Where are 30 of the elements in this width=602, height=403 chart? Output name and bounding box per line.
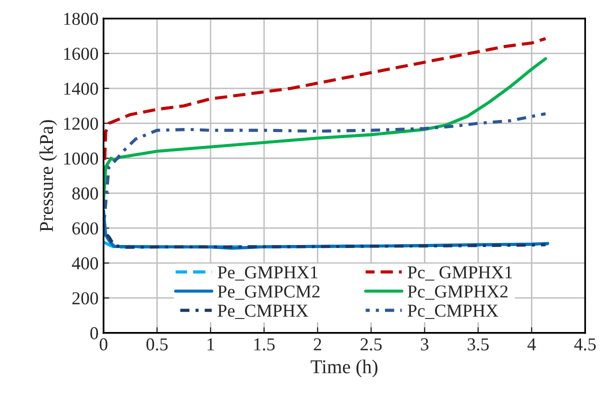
x-tick-label: 1 xyxy=(208,338,214,350)
x-tick-label: 1.5 xyxy=(254,338,275,351)
x-tick-label: 2.5 xyxy=(360,338,382,351)
x-tick-label: 4 xyxy=(527,338,536,350)
y-axis-title: Pressure (kPa) xyxy=(39,120,58,232)
legend-label: Pe_GMPHX1 xyxy=(218,266,318,281)
y-tick-label: 0 xyxy=(90,327,98,340)
legend-label: Pc_ GMPHX1 xyxy=(408,266,512,281)
x-tick-label: 2 xyxy=(314,338,322,350)
line-series xyxy=(104,57,548,202)
y-tick-label: 1200 xyxy=(64,118,98,130)
y-tick-label: 1400 xyxy=(64,82,98,95)
x-tick-label: 4.5 xyxy=(574,338,596,351)
line-series xyxy=(104,112,548,230)
x-tick-label: 0.5 xyxy=(146,338,168,351)
x-tick-label: 3.5 xyxy=(468,338,489,351)
legend-label: Pc_GMPHX2 xyxy=(408,285,508,300)
legend-label: Pc_CMPHX xyxy=(408,304,498,319)
y-tick-label: 800 xyxy=(72,187,98,200)
y-tick-label: 1000 xyxy=(64,152,98,165)
x-tick-label: 0 xyxy=(100,338,108,350)
legend-label: Pe_CMPHX xyxy=(218,304,308,319)
y-tick-label: 1800 xyxy=(64,12,98,25)
legend-label: Pe_GMPCM2 xyxy=(218,285,320,300)
y-tick-label: 1600 xyxy=(64,48,98,60)
y-tick-label: 600 xyxy=(72,222,98,235)
x-axis-title: Time (h) xyxy=(310,360,378,378)
y-tick-label: 200 xyxy=(72,292,98,304)
x-tick-label: 3 xyxy=(420,338,428,350)
y-tick-label: 400 xyxy=(72,257,98,270)
